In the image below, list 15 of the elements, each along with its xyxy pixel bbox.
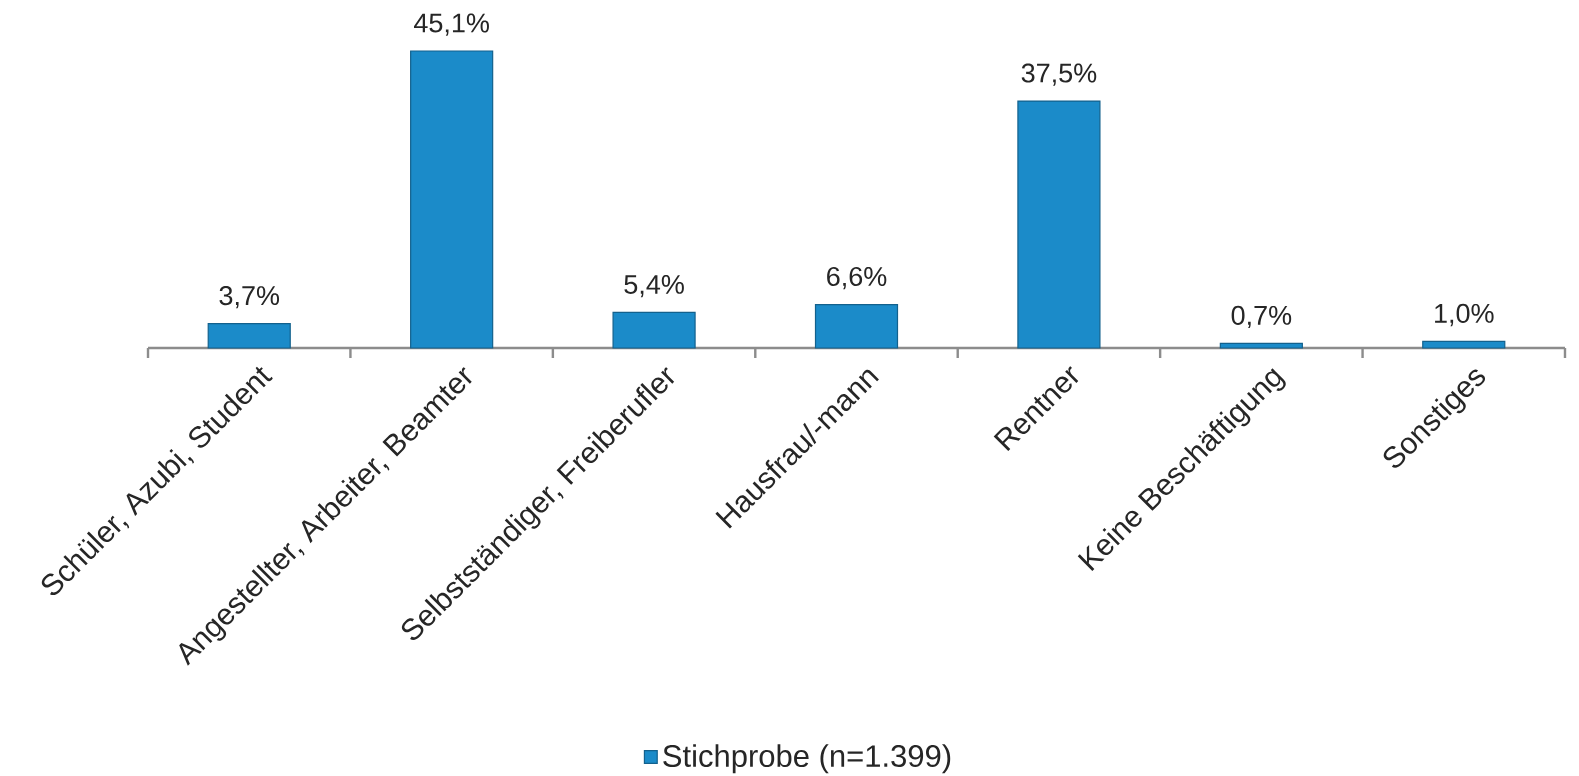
data-label: 0,7% [1231,305,1292,329]
data-label: 5,4% [624,274,684,298]
legend-label: Stichprobe (n=1.399) [663,744,951,774]
data-label: 37,5% [1021,63,1097,86]
data-label: 1,0% [1435,303,1494,327]
bar [207,323,291,349]
bar [410,50,494,349]
bar [1422,340,1506,349]
data-label: 6,6% [827,266,887,290]
data-label: 45,1% [414,13,489,36]
bar [1017,100,1101,349]
bar [612,311,696,349]
bar [814,303,899,349]
data-label: 3,7% [219,286,280,309]
bar [1219,342,1303,349]
